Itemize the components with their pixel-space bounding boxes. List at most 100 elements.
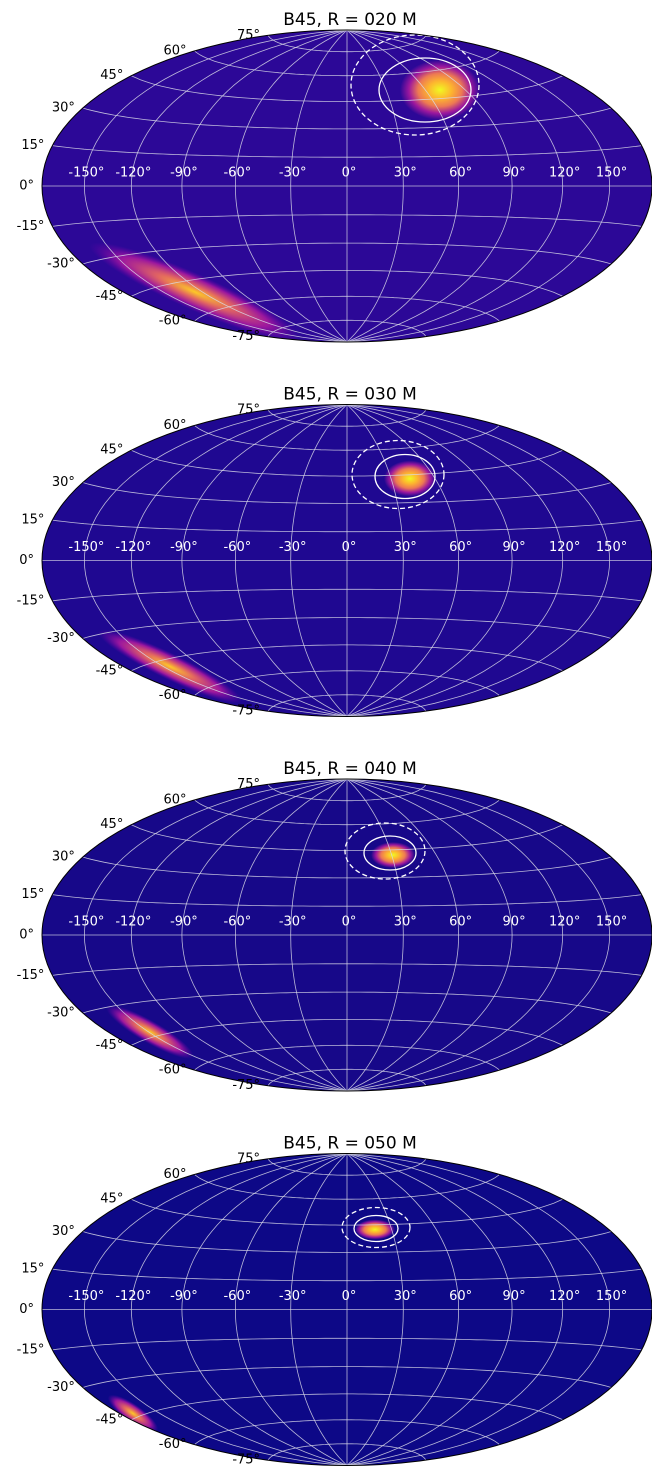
south-hotspot: [107, 1394, 159, 1433]
parallel: [131, 1198, 563, 1226]
lat-tick-label: 15°: [21, 138, 44, 153]
lon-tick-label: 0°: [342, 166, 357, 181]
parallel: [52, 214, 642, 227]
contour-solid: [378, 57, 472, 123]
lon-tick-label: -30°: [279, 915, 307, 930]
lon-tick-label: 90°: [503, 166, 526, 181]
lat-tick-label: -30°: [47, 1380, 75, 1395]
lon-tick-label: 120°: [549, 540, 580, 555]
lon-tick-label: -30°: [279, 1289, 307, 1304]
lat-tick-label: 75°: [237, 777, 260, 792]
lon-tick-label: -60°: [223, 540, 251, 555]
lon-tick-label: -90°: [170, 540, 198, 555]
lat-tick-label: 60°: [163, 1167, 186, 1182]
lon-tick-label: -150°: [68, 166, 104, 181]
contour-dashed: [344, 822, 426, 880]
map-border: [41, 29, 652, 343]
parallel: [82, 482, 612, 504]
lat-tick-label: -15°: [17, 593, 45, 608]
lon-tick-label: 60°: [449, 915, 472, 930]
parallel: [267, 319, 427, 337]
lon-tick-label: -120°: [115, 1289, 151, 1304]
chart-title: B45, R = 040 M: [283, 759, 417, 779]
lon-tick-label: 60°: [449, 166, 472, 181]
lon-tick-label: -60°: [223, 915, 251, 930]
lon-tick-label: 120°: [549, 166, 580, 181]
south-hotspot: [97, 629, 243, 704]
lon-tick-label: 150°: [596, 540, 627, 555]
lon-tick-label: 30°: [394, 1289, 417, 1304]
parallel: [82, 617, 612, 639]
lat-tick-label: 0°: [19, 928, 34, 943]
lon-tick-label: 0°: [342, 1289, 357, 1304]
parallel: [267, 35, 427, 53]
parallel: [267, 1158, 427, 1176]
parallel: [52, 894, 642, 907]
parallel: [82, 856, 612, 879]
lat-tick-label: -45°: [96, 1412, 124, 1427]
parallel: [131, 824, 563, 851]
lat-tick-label: 15°: [21, 513, 44, 528]
parallel: [267, 1068, 427, 1086]
parallel: [52, 145, 642, 158]
parallel: [82, 991, 612, 1014]
lon-tick-label: -60°: [223, 166, 251, 181]
parallel: [131, 1019, 563, 1046]
lon-tick-label: 30°: [394, 915, 417, 930]
map-border: [41, 404, 652, 717]
parallel: [194, 50, 500, 77]
parallel: [52, 1268, 642, 1282]
lat-tick-label: -75°: [232, 329, 260, 344]
map-area: [42, 30, 652, 342]
map-area: [42, 1153, 652, 1466]
lat-tick-label: -45°: [96, 289, 124, 304]
lat-tick-label: 30°: [52, 475, 75, 490]
lon-tick-label: 90°: [503, 1289, 526, 1304]
parallel: [131, 644, 563, 672]
parallel: [131, 75, 563, 102]
parallel: [52, 963, 642, 976]
lat-tick-label: -60°: [159, 1437, 187, 1452]
parallel: [267, 784, 427, 802]
lon-tick-label: 30°: [394, 166, 417, 181]
lat-tick-label: 45°: [100, 1192, 123, 1207]
lat-tick-label: 75°: [237, 1151, 260, 1166]
parallel: [194, 295, 500, 322]
map-border: [41, 778, 652, 1092]
parallel: [52, 519, 642, 533]
contour-solid: [363, 835, 417, 871]
lat-tick-label: -60°: [159, 1063, 187, 1078]
north-hotspot: [400, 60, 480, 120]
lon-tick-label: -150°: [68, 1289, 104, 1304]
parallel: [267, 1443, 427, 1461]
lon-tick-label: 120°: [549, 1289, 580, 1304]
lon-tick-label: 150°: [596, 166, 627, 181]
north-hotspot: [371, 842, 415, 868]
lat-tick-label: 15°: [21, 887, 44, 902]
contour-dashed: [350, 34, 480, 136]
lat-tick-label: 30°: [52, 850, 75, 865]
lat-tick-label: 45°: [100, 817, 123, 832]
chart-title: B45, R = 020 M: [283, 10, 417, 30]
lon-tick-label: 60°: [449, 540, 472, 555]
lon-tick-label: -120°: [115, 166, 151, 181]
lon-tick-label: -150°: [68, 540, 104, 555]
contour-dashed: [341, 1206, 411, 1249]
lon-tick-label: -90°: [170, 1289, 198, 1304]
lon-tick-label: 0°: [342, 915, 357, 930]
lon-tick-label: -30°: [279, 540, 307, 555]
chart-title: B45, R = 050 M: [283, 1134, 417, 1154]
parallel: [52, 1337, 642, 1351]
lon-tick-label: -90°: [170, 166, 198, 181]
lat-tick-label: -60°: [159, 314, 187, 329]
map-border: [41, 1153, 652, 1466]
parallel: [131, 449, 563, 477]
lat-tick-label: -75°: [232, 1078, 260, 1093]
lon-tick-label: -90°: [170, 915, 198, 930]
parallel: [82, 107, 612, 130]
lat-tick-label: -45°: [96, 1038, 124, 1053]
parallel: [194, 1174, 500, 1200]
lat-tick-label: -30°: [47, 257, 75, 272]
lat-tick-label: -15°: [17, 968, 45, 983]
parallel: [52, 588, 642, 602]
